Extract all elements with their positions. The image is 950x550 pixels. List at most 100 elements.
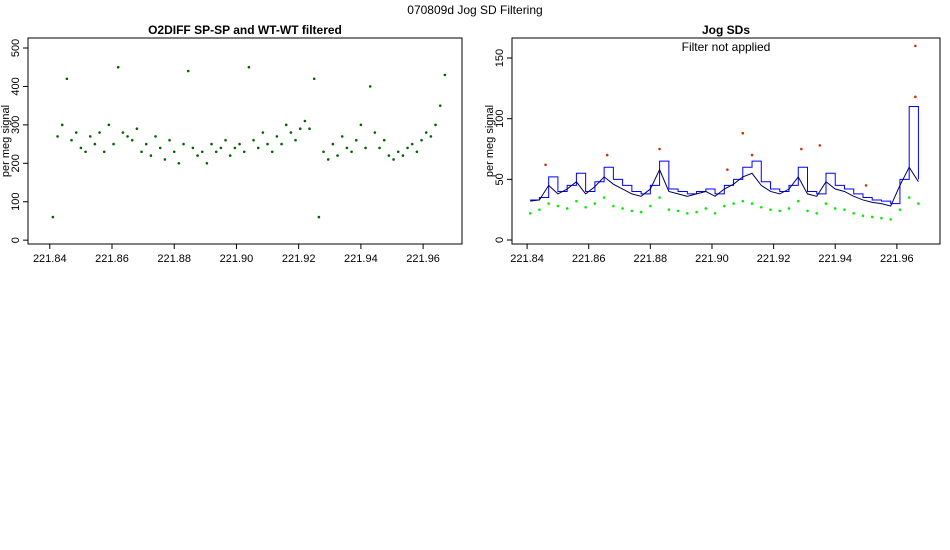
point xyxy=(126,135,129,138)
point xyxy=(443,73,447,77)
point xyxy=(60,123,64,127)
point xyxy=(70,138,73,142)
point xyxy=(359,123,363,127)
point xyxy=(630,209,634,213)
point xyxy=(420,138,423,142)
point xyxy=(182,142,185,146)
x-tick-label: 221.90 xyxy=(220,253,254,265)
point xyxy=(378,146,381,150)
point xyxy=(102,150,106,154)
point xyxy=(621,207,624,210)
point xyxy=(695,210,698,214)
point xyxy=(247,65,251,69)
point xyxy=(308,127,311,131)
point xyxy=(317,215,321,219)
point xyxy=(528,212,532,215)
point xyxy=(289,131,293,134)
point xyxy=(331,142,335,146)
plot-frame xyxy=(27,37,463,245)
panel: O2DIFF SP-SP and WT-WT filtered per meg s… xyxy=(0,23,463,265)
x-tick-label: 221.94 xyxy=(818,253,852,265)
point xyxy=(686,212,689,215)
point xyxy=(732,202,735,205)
point xyxy=(79,146,83,150)
point xyxy=(354,138,358,142)
point xyxy=(65,77,69,81)
point xyxy=(750,153,754,157)
point xyxy=(639,210,643,214)
x-tick-label: 221.84 xyxy=(33,253,67,265)
point xyxy=(177,161,181,165)
point xyxy=(270,150,274,154)
point xyxy=(233,146,237,150)
point xyxy=(667,208,671,211)
panel: Jog SDs Filter not applied per meg signal 0… xyxy=(484,23,941,265)
point xyxy=(242,150,246,154)
y-tick-label: 150 xyxy=(494,49,506,67)
point xyxy=(852,212,856,215)
point xyxy=(704,207,708,210)
point xyxy=(93,142,97,146)
point xyxy=(373,131,377,134)
point xyxy=(676,209,680,213)
point xyxy=(121,131,125,134)
point xyxy=(565,207,569,210)
point xyxy=(191,146,195,150)
point xyxy=(824,202,828,205)
point xyxy=(800,147,803,151)
point xyxy=(350,150,353,154)
x-tick-label: 221.94 xyxy=(344,253,378,265)
point xyxy=(186,69,190,73)
point xyxy=(336,154,339,157)
point xyxy=(898,208,902,211)
point xyxy=(833,207,837,210)
y-tick-label: 0 xyxy=(10,237,22,243)
x-tick-label: 221.88 xyxy=(157,253,191,265)
point xyxy=(769,208,772,211)
point xyxy=(584,205,587,209)
point xyxy=(219,146,223,150)
point xyxy=(415,150,419,154)
x-tick-label: 221.84 xyxy=(510,253,544,265)
y-axis-label: per meg signal xyxy=(0,105,12,177)
point xyxy=(870,215,874,219)
point xyxy=(658,196,661,199)
point xyxy=(298,127,302,131)
y-tick-label: 300 xyxy=(10,116,22,134)
point xyxy=(340,135,344,138)
point xyxy=(214,150,218,154)
point xyxy=(723,204,726,208)
point xyxy=(410,142,414,146)
point xyxy=(116,65,120,69)
annotation: Filter not applied xyxy=(682,40,771,54)
point xyxy=(917,202,920,205)
point xyxy=(205,161,209,165)
point xyxy=(56,135,59,138)
point xyxy=(429,135,433,138)
panel-title: Jog SDs xyxy=(702,23,750,37)
x-tick-label: 221.96 xyxy=(880,253,914,265)
point xyxy=(149,154,153,157)
point xyxy=(914,44,917,48)
point xyxy=(135,127,139,131)
x-tick-label: 221.88 xyxy=(634,253,668,265)
point xyxy=(196,154,199,157)
point xyxy=(759,205,763,209)
point xyxy=(107,123,111,127)
point xyxy=(140,150,143,154)
point xyxy=(434,123,437,127)
panel-title: O2DIFF SP-SP and WT-WT filtered xyxy=(148,23,342,37)
point xyxy=(387,154,391,157)
x-tick-label: 221.96 xyxy=(406,253,440,265)
point xyxy=(778,209,782,213)
point xyxy=(907,196,911,199)
point xyxy=(438,104,442,107)
point xyxy=(796,199,800,203)
plot-frame xyxy=(511,37,941,245)
point xyxy=(861,214,865,218)
point xyxy=(74,131,78,134)
point xyxy=(130,138,134,142)
point xyxy=(275,135,279,138)
